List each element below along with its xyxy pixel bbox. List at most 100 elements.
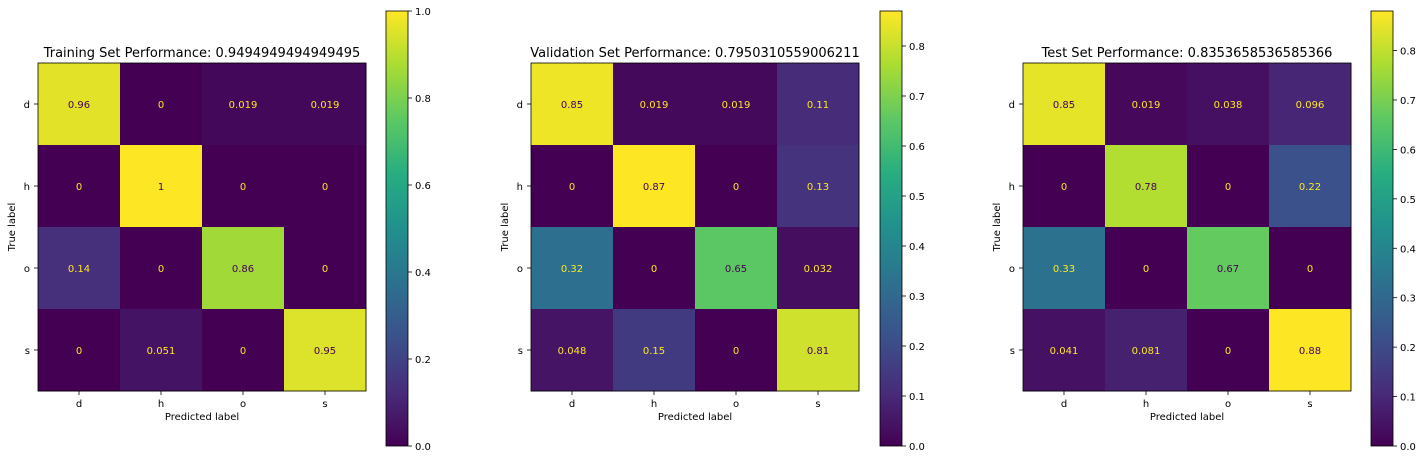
x-tick-label: o (240, 399, 246, 410)
cell-value-label: 0.96 (68, 100, 90, 111)
cell-value-label: 0.87 (643, 182, 665, 193)
heatmap-cell (1023, 63, 1106, 146)
y-tick-label: d (24, 100, 30, 111)
cell-value-label: 0.14 (68, 264, 90, 275)
y-tick-label: o (24, 264, 30, 275)
cell-value-label: 0.032 (804, 264, 833, 275)
heatmap-cell (777, 309, 860, 392)
heatmap-cell (38, 63, 121, 146)
heatmap-cell (1187, 63, 1270, 146)
cell-value-label: 0.096 (1296, 100, 1325, 111)
cell-value-label: 0.32 (561, 264, 583, 275)
y-axis-label: True label (500, 203, 511, 253)
colorbar-tick-label: 0.5 (1400, 195, 1416, 206)
cell-value-label: 0 (158, 100, 164, 111)
heatmap-cell (695, 227, 778, 310)
cell-value-label: 0 (76, 182, 82, 193)
x-tick-label: s (322, 399, 327, 410)
colorbar-tick-label: 0.6 (909, 142, 925, 153)
confusion-matrix-panel-3: Test Set Performance: 0.8353658536585366… (992, 10, 1416, 453)
heatmap-cell (120, 227, 203, 310)
cell-value-label: 0 (1225, 346, 1231, 357)
heatmap-cell (613, 145, 696, 228)
heatmap-cell (38, 309, 121, 392)
colorbar-tick-label: 0.6 (415, 181, 431, 192)
y-tick-label: s (518, 346, 523, 357)
chart-title: Test Set Performance: 0.8353658536585366 (1041, 46, 1333, 61)
axes-frame (530, 62, 860, 392)
cell-value-label: 0.038 (1214, 100, 1243, 111)
heatmap-cell (1105, 63, 1188, 146)
colorbar-tick-label: 0.2 (909, 342, 925, 353)
chart-title: Validation Set Performance: 0.7950310559… (530, 46, 859, 61)
colorbar-tick-label: 0.8 (909, 42, 925, 53)
heatmap-cell (120, 63, 203, 146)
heatmap-cell (1187, 227, 1270, 310)
cell-value-label: 0.85 (561, 100, 583, 111)
heatmap-cell (1023, 227, 1106, 310)
heatmap-cell (1105, 145, 1188, 228)
colorbar-tick-label: 0.7 (1400, 96, 1416, 107)
cell-value-label: 0 (322, 264, 328, 275)
cell-value-label: 1 (158, 182, 164, 193)
heatmap-cell (284, 227, 367, 310)
cell-value-label: 0.051 (147, 346, 176, 357)
colorbar-tick-label: 0.0 (1400, 442, 1416, 453)
heatmap-cell (38, 227, 121, 310)
colorbar-tick-label: 0.3 (1400, 294, 1416, 305)
colorbar-tick-label: 0.5 (909, 192, 925, 203)
y-tick-label: h (517, 182, 523, 193)
x-tick-label: h (651, 399, 657, 410)
heatmap-cell (202, 227, 285, 310)
cell-value-label: 0.86 (232, 264, 254, 275)
heatmap-cell (695, 309, 778, 392)
cell-value-label: 0 (733, 346, 739, 357)
cell-value-label: 0.019 (1132, 100, 1161, 111)
colorbar (385, 10, 409, 447)
colorbar-tick-label: 0.2 (1400, 343, 1416, 354)
x-tick-label: d (1061, 399, 1067, 410)
heatmap-cell (1023, 145, 1106, 228)
x-tick-label: o (733, 399, 739, 410)
heatmap-cell (695, 63, 778, 146)
cell-value-label: 0.95 (314, 346, 336, 357)
cell-value-label: 0.85 (1053, 100, 1075, 111)
x-tick-label: d (569, 399, 575, 410)
heatmap-cell (284, 63, 367, 146)
colorbar-tick-label: 0.7 (909, 92, 925, 103)
heatmap-cell (531, 309, 614, 392)
x-axis-label: Predicted label (165, 412, 239, 423)
axes-frame (1022, 62, 1352, 392)
heatmap-cell (38, 145, 121, 228)
cell-value-label: 0.019 (722, 100, 751, 111)
cell-value-label: 0 (1307, 264, 1313, 275)
colorbar-tick-label: 0.8 (415, 94, 431, 105)
heatmap-cell (1269, 227, 1352, 310)
colorbar-tick-label: 0.0 (415, 442, 431, 453)
colorbar-tick-label: 0.4 (909, 242, 925, 253)
cell-value-label: 0.22 (1299, 182, 1321, 193)
cell-value-label: 0.78 (1135, 182, 1157, 193)
cell-value-label: 0.019 (640, 100, 669, 111)
cell-value-label: 0 (1143, 264, 1149, 275)
cell-value-label: 0.019 (229, 100, 258, 111)
colorbar (1370, 10, 1394, 447)
colorbar-tick-label: 0.3 (909, 292, 925, 303)
cell-value-label: 0.048 (558, 346, 587, 357)
x-tick-label: o (1225, 399, 1231, 410)
cell-value-label: 0.88 (1299, 346, 1321, 357)
heatmap-cell (777, 227, 860, 310)
heatmap-cell (1269, 63, 1352, 146)
y-tick-label: d (1009, 100, 1015, 111)
heatmap-cell (1105, 227, 1188, 310)
colorbar-tick-label: 0.1 (1400, 393, 1416, 404)
x-axis-label: Predicted label (1150, 412, 1224, 423)
chart-title: Training Set Performance: 0.949494949494… (43, 46, 361, 61)
y-tick-label: d (517, 100, 523, 111)
heatmap-cell (613, 63, 696, 146)
y-tick-label: s (25, 346, 30, 357)
colorbar-tick-label: 0.4 (415, 268, 431, 279)
cell-value-label: 0 (569, 182, 575, 193)
colorbar-tick-label: 1.0 (415, 7, 431, 18)
